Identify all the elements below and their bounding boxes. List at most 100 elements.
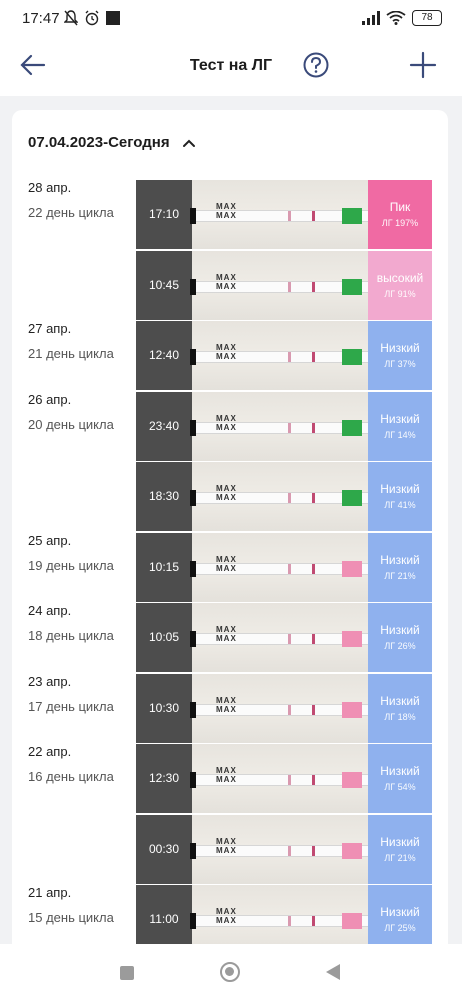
test-strip-photo[interactable]: 11:00 MAX MAX	[136, 885, 368, 955]
test-line	[288, 563, 291, 574]
strip-grip	[342, 913, 362, 929]
lh-level-badge[interactable]: Низкий ЛГ 18%	[368, 673, 432, 744]
strip-stick	[196, 492, 368, 504]
control-line	[312, 563, 315, 574]
strip-max-label: MAX MAX	[216, 413, 237, 432]
lh-level-label: Низкий	[380, 552, 420, 567]
lh-level-label: Низкий	[380, 411, 420, 426]
lh-level-badge[interactable]: высокий ЛГ 91%	[368, 250, 432, 321]
lh-level-badge[interactable]: Низкий ЛГ 54%	[368, 744, 432, 814]
test-strip-photo[interactable]: 12:40 MAX MAX	[136, 321, 368, 391]
time-column	[136, 180, 192, 249]
strip-grip	[342, 419, 362, 436]
test-row[interactable]: 25 апр. 19 день цикла 10:15 MAX MAX Низкий ЛГ …	[12, 532, 448, 603]
add-button[interactable]	[408, 50, 438, 85]
strip-stick	[196, 280, 368, 293]
recents-button[interactable]	[120, 966, 134, 980]
arrow-left-icon	[20, 54, 46, 76]
row-time: 23:40	[148, 418, 180, 433]
control-line	[312, 422, 315, 433]
strip-stick	[196, 633, 368, 645]
test-row[interactable]: 24 апр. 18 день цикла 10:05 MAX MAX Низкий ЛГ …	[12, 603, 448, 673]
row-date: 28 апр.	[28, 180, 72, 195]
time-column	[136, 885, 192, 954]
strip-max-label: MAX MAX	[216, 202, 237, 220]
lh-level-label: Низкий	[380, 693, 420, 708]
lh-level-badge[interactable]: Низкий ЛГ 26%	[368, 603, 432, 673]
strip-grip	[342, 631, 362, 647]
time-column	[136, 532, 192, 602]
test-strip-photo[interactable]: 10:15 MAX MAX	[136, 532, 368, 603]
strip-stick	[196, 844, 368, 857]
test-line	[288, 704, 291, 715]
page-title: Тест на ЛГ	[189, 57, 273, 74]
lh-level-badge[interactable]: Пик ЛГ 197%	[368, 180, 432, 250]
help-button[interactable]	[302, 50, 330, 85]
strip-grip	[342, 490, 362, 506]
test-row[interactable]: 22 апр. 16 день цикла 12:30 MAX MAX Низкий ЛГ …	[12, 744, 448, 814]
date-range-label: 07.04.2023-Сегодня	[28, 134, 170, 151]
test-strip-photo[interactable]: 18:30 MAX MAX	[136, 462, 368, 532]
test-strip-photo[interactable]: 23:40 MAX MAX	[136, 391, 368, 462]
status-bar: 17:47 78	[0, 0, 462, 38]
row-cycle-day: 21 день цикла	[28, 346, 114, 361]
lh-level-badge[interactable]: Низкий ЛГ 25%	[368, 885, 432, 955]
time-column	[136, 814, 192, 884]
control-line	[312, 775, 315, 785]
test-strip-photo[interactable]: 12:30 MAX MAX	[136, 744, 368, 814]
lh-percent: ЛГ 18%	[384, 711, 416, 722]
test-strip-photo[interactable]: 10:30 MAX MAX	[136, 673, 368, 744]
row-cycle-day: 18 день цикла	[28, 628, 114, 643]
control-line	[312, 845, 315, 856]
lh-level-badge[interactable]: Низкий ЛГ 37%	[368, 321, 432, 391]
strip-max-label: MAX MAX	[216, 695, 237, 714]
row-time: 00:30	[148, 841, 180, 856]
test-strip-photo[interactable]: 10:45 MAX MAX	[136, 250, 368, 321]
test-line	[288, 281, 291, 292]
row-time: 10:05	[148, 630, 180, 644]
row-date: 24 апр.	[28, 603, 72, 618]
control-line	[312, 493, 315, 503]
row-date: 27 апр.	[28, 321, 72, 336]
back-button[interactable]	[18, 50, 48, 85]
test-row[interactable]: 27 апр. 21 день цикла 12:40 MAX MAX Низкий ЛГ …	[12, 321, 448, 391]
test-row[interactable]: 00:30 MAX MAX Низкий ЛГ 21%	[12, 814, 448, 885]
lh-level-badge[interactable]: Низкий ЛГ 41%	[368, 462, 432, 532]
date-range-toggle[interactable]: 07.04.2023-Сегодня	[28, 134, 196, 151]
test-row[interactable]: 10:45 MAX MAX высокий ЛГ 91%	[12, 250, 448, 321]
control-line	[312, 211, 315, 221]
test-strip-photo[interactable]: 00:30 MAX MAX	[136, 814, 368, 885]
lh-percent: ЛГ 26%	[384, 641, 416, 651]
test-line	[288, 493, 291, 503]
test-line	[288, 352, 291, 362]
signal-icon	[362, 11, 380, 25]
row-cycle-day: 15 день цикла	[28, 910, 114, 925]
bell-off-icon	[64, 10, 78, 26]
control-line	[312, 704, 315, 715]
back-nav-button[interactable]	[326, 964, 340, 980]
lh-level-badge[interactable]: Низкий ЛГ 21%	[368, 532, 432, 603]
row-time: 11:00	[149, 912, 179, 926]
home-button[interactable]	[220, 962, 240, 982]
test-row[interactable]: 18:30 MAX MAX Низкий ЛГ 41%	[12, 462, 448, 532]
lh-percent: ЛГ 21%	[384, 852, 416, 863]
strip-end	[190, 490, 196, 506]
test-row[interactable]: 28 апр. 22 день цикла 17:10 MAX MAX Пик ЛГ 197…	[12, 180, 448, 250]
lh-level-label: Пик	[389, 200, 411, 214]
lh-level-badge[interactable]: Низкий ЛГ 21%	[368, 814, 432, 885]
row-time: 10:45	[148, 277, 180, 292]
test-strip-photo[interactable]: 17:10 MAX MAX	[136, 180, 368, 250]
row-cycle-day: 17 день цикла	[28, 698, 114, 714]
time-column	[136, 673, 192, 743]
test-strip-photo[interactable]: 10:05 MAX MAX	[136, 603, 368, 673]
row-date: 23 апр.	[28, 673, 72, 689]
test-row[interactable]: 23 апр. 17 день цикла 10:30 MAX MAX Низкий ЛГ …	[12, 673, 448, 744]
battery-icon: 78	[412, 10, 442, 26]
control-line	[312, 916, 315, 926]
strip-end	[190, 701, 196, 718]
test-row[interactable]: 26 апр. 20 день цикла 23:40 MAX MAX Низкий ЛГ …	[12, 391, 448, 462]
row-time: 10:30	[148, 700, 180, 715]
lh-level-badge[interactable]: Низкий ЛГ 14%	[368, 391, 432, 462]
test-row[interactable]: 21 апр. 15 день цикла 11:00 MAX MAX Низкий ЛГ …	[12, 885, 448, 955]
row-date: 25 апр.	[28, 532, 72, 548]
